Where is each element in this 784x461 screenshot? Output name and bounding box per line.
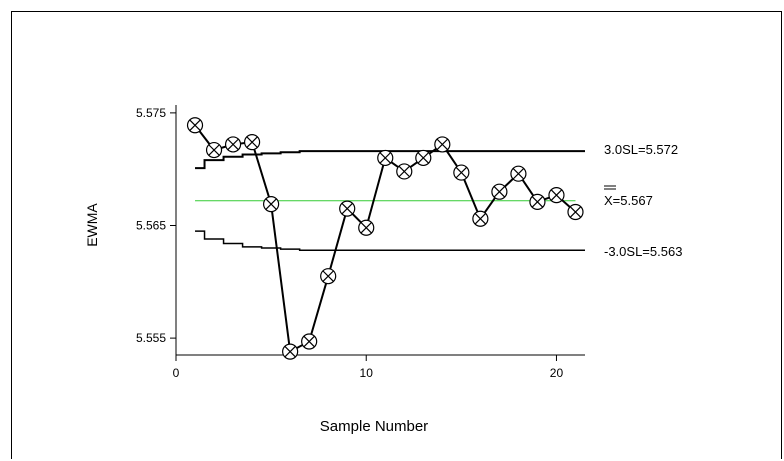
data-point-cross: [208, 144, 220, 156]
xbar-double-bar-icon: [604, 185, 616, 190]
data-point: [358, 219, 375, 236]
data-point-cross: [265, 198, 277, 210]
data-point-cross: [474, 213, 487, 225]
data-point-cross: [379, 152, 391, 164]
data-point-cross: [341, 202, 353, 215]
labels: EWMA Sample Number 3.0SL=5.572 X=5.567 -…: [84, 142, 682, 435]
data-point: [548, 186, 565, 204]
ucl-line: [195, 150, 585, 170]
data-point-cross: [531, 196, 544, 208]
data-point-cross: [493, 185, 506, 198]
data-point: [434, 136, 451, 153]
x-tick-label: 10: [360, 366, 374, 380]
x-axis-label: Sample Number: [320, 418, 428, 435]
data-point: [224, 136, 242, 153]
data-point: [510, 165, 527, 182]
data-point-cross: [322, 270, 334, 282]
data-point-cross: [569, 206, 582, 218]
control-limits: [195, 150, 585, 252]
y-axis-label: EWMA: [84, 203, 100, 247]
data-point-cross: [227, 138, 239, 151]
data-point-cross: [436, 138, 449, 151]
data-point: [186, 117, 204, 134]
data-point: [377, 149, 394, 167]
data-point-cross: [417, 152, 430, 164]
data-point: [205, 141, 223, 159]
data-point: [320, 268, 337, 285]
axes: 5.555 5.565 5.575 0 10 20: [136, 105, 585, 380]
data-point: [282, 343, 299, 360]
ucl-label: 3.0SL=5.572: [604, 142, 678, 157]
data-point-cross: [246, 136, 258, 148]
data-point: [301, 333, 318, 350]
data-point: [529, 193, 546, 210]
data-point: [472, 210, 489, 227]
x-tick-label: 0: [173, 366, 180, 380]
data-point: [567, 203, 584, 221]
y-tick-label: 5.565: [136, 218, 166, 232]
data-point: [263, 195, 280, 213]
data-point: [396, 163, 413, 180]
lcl-label: -3.0SL=5.563: [604, 244, 682, 259]
data-point-cross: [360, 222, 372, 234]
center-line-label: X=5.567: [604, 193, 653, 208]
data-point-cross: [512, 167, 525, 180]
data-point-cross: [455, 166, 468, 179]
data-point: [339, 200, 356, 217]
y-tick-label: 5.575: [136, 106, 166, 120]
y-tick-label: 5.555: [136, 331, 166, 345]
data-point: [491, 183, 508, 200]
data-point-cross: [398, 165, 411, 178]
data-point-cross: [284, 345, 296, 358]
data-series: [186, 117, 584, 360]
data-point-cross: [189, 119, 201, 131]
data-point-cross: [303, 335, 315, 348]
x-tick-label: 20: [550, 366, 564, 380]
data-point-cross: [550, 189, 563, 201]
data-point: [453, 164, 470, 181]
data-point: [243, 134, 261, 151]
chart-frame: [11, 11, 782, 459]
lcl-line: [195, 230, 585, 252]
data-point: [415, 149, 432, 167]
